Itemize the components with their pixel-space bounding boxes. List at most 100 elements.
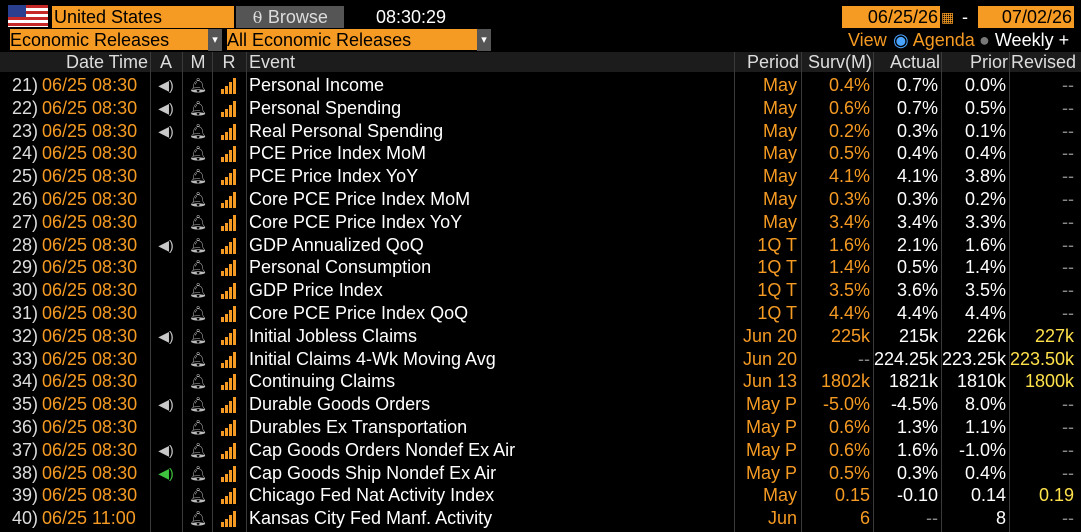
audio-icon[interactable]: ◀) [158, 99, 174, 116]
alert-bell[interactable]: 🔔︎ [189, 236, 207, 253]
prior-value: 8 [995, 508, 1006, 529]
period-value: May [762, 189, 797, 209]
alert-bell[interactable]: 🔔︎ [189, 282, 207, 299]
row-number: 36) [11, 417, 38, 437]
event-name[interactable]: GDP Price Index [249, 280, 383, 301]
actual-value: -- [926, 508, 938, 529]
subcategory-dropdown[interactable]: All Economic Releases ▾ [227, 29, 491, 51]
event-name[interactable]: Real Personal Spending [249, 120, 444, 141]
event-name[interactable]: Initial Claims 4-Wk Moving Avg [249, 348, 496, 369]
release-datetime: 06/25 08:30 [42, 462, 138, 483]
relevance-icon [220, 191, 242, 213]
row-number: 34) [11, 371, 38, 392]
release-datetime: 06/25 08:30 [42, 189, 138, 209]
alert-bell[interactable]: 🔔︎ [189, 441, 207, 458]
alert-bell[interactable]: 🔔︎ [189, 122, 207, 139]
alert-bell[interactable]: 🔔︎ [189, 77, 207, 93]
revised-value: -- [1062, 166, 1074, 187]
alert-bell[interactable]: 🔔︎ [189, 327, 207, 344]
prior-value: -1.0% [958, 439, 1006, 460]
alert-bell[interactable]: 🔔︎ [189, 373, 207, 390]
actual-value: 2.1% [896, 234, 938, 255]
country-field[interactable]: United States [52, 6, 234, 28]
event-name[interactable]: Core PCE Price Index YoY [249, 211, 463, 232]
audio-icon[interactable]: ◀) [158, 327, 174, 344]
revised-value: -- [1062, 280, 1074, 301]
alert-bell[interactable]: 🔔︎ [189, 213, 207, 230]
alert-bell[interactable]: 🔔︎ [189, 487, 207, 504]
start-date[interactable]: 06/25/26 [842, 6, 940, 28]
row-number: 24) [11, 143, 38, 164]
alert-bell[interactable]: 🔔︎ [189, 464, 207, 481]
end-date[interactable]: 07/02/26 [978, 6, 1074, 28]
event-name[interactable]: PCE Price Index MoM [249, 143, 427, 164]
audio-icon[interactable]: ◀) [158, 122, 174, 139]
event-name[interactable]: Kansas City Fed Manf. Activity [249, 508, 493, 529]
release-datetime: 06/25 08:30 [42, 371, 138, 392]
revised-value: -- [1062, 97, 1074, 118]
event-name[interactable]: Core PCE Price Index QoQ [249, 303, 469, 323]
period-value: May [762, 485, 797, 506]
period-value: May P [745, 417, 797, 437]
alert-bell[interactable]: 🔔︎ [189, 259, 207, 276]
alert-bell[interactable]: 🔔︎ [189, 99, 207, 116]
event-name[interactable]: Durable Goods Orders [249, 394, 431, 415]
browse-button[interactable]: ⍬ Browse [236, 6, 344, 28]
audio-icon[interactable]: ◀) [158, 464, 174, 481]
audio-icon[interactable]: ◀) [158, 396, 174, 413]
column-header: R [222, 52, 236, 72]
category-dropdown[interactable]: Economic Releases ▾ [10, 29, 222, 51]
release-datetime: 06/25 08:30 [42, 143, 138, 164]
event-name[interactable]: Personal Consumption [249, 257, 432, 278]
surv-value: 0.5% [828, 143, 870, 164]
row-number: 21) [11, 75, 38, 95]
alert-bell[interactable]: 🔔︎ [189, 305, 207, 321]
column-header-bar [0, 52, 1081, 72]
event-name[interactable]: Chicago Fed Nat Activity Index [249, 485, 495, 506]
row-number: 27) [11, 211, 38, 232]
column-separator [246, 52, 247, 532]
relevance-icon [220, 396, 242, 418]
alert-bell[interactable]: 🔔︎ [189, 145, 207, 162]
row-number: 32) [11, 325, 38, 346]
event-name[interactable]: PCE Price Index YoY [249, 166, 419, 187]
prior-value: 1810k [956, 371, 1006, 392]
row-number: 35) [11, 394, 38, 415]
alert-bell[interactable]: 🔔︎ [189, 168, 207, 185]
subcategory-label: All Economic Releases [227, 30, 412, 50]
audio-icon[interactable]: ◀) [158, 236, 174, 253]
revised-value: -- [1062, 189, 1074, 209]
row-number: 40) [11, 508, 38, 529]
prior-value: 0.2% [964, 189, 1006, 209]
event-name[interactable]: Core PCE Price Index MoM [249, 189, 471, 209]
calendar-icon[interactable]: ▦ [941, 9, 955, 25]
audio-icon[interactable]: ◀) [158, 441, 174, 458]
alert-bell[interactable]: 🔔︎ [189, 510, 207, 527]
relevance-icon [220, 328, 242, 350]
alert-bell[interactable]: 🔔︎ [189, 419, 207, 435]
alert-bell[interactable]: 🔔︎ [189, 191, 207, 207]
release-datetime: 06/25 08:30 [42, 325, 138, 346]
weekly-radio[interactable]: ● Weekly + [979, 30, 1070, 50]
event-name[interactable]: Durables Ex Transportation [249, 417, 468, 437]
release-datetime: 06/25 08:30 [42, 166, 138, 187]
event-name[interactable]: Continuing Claims [249, 371, 396, 392]
row-number: 23) [11, 120, 38, 141]
column-header: Prior [969, 52, 1008, 72]
event-name[interactable]: Cap Goods Orders Nondef Ex Air [249, 439, 516, 460]
event-name[interactable]: Initial Jobless Claims [249, 325, 418, 346]
event-name[interactable]: Personal Income [249, 75, 385, 95]
column-header: Date Time [65, 52, 148, 72]
event-name[interactable]: GDP Annualized QoQ [249, 234, 424, 255]
event-name[interactable]: Personal Spending [249, 97, 402, 118]
prior-value: 1.1% [964, 417, 1006, 437]
prior-value: 0.1% [964, 120, 1006, 141]
alert-bell[interactable]: 🔔︎ [189, 396, 207, 413]
period-value: May P [745, 439, 797, 460]
agenda-radio[interactable]: ◉ Agenda [893, 30, 975, 50]
actual-value: 1.6% [896, 439, 938, 460]
alert-bell[interactable]: 🔔︎ [189, 350, 207, 367]
column-header: A [159, 52, 172, 72]
event-name[interactable]: Cap Goods Ship Nondef Ex Air [249, 462, 497, 483]
audio-icon[interactable]: ◀) [158, 77, 174, 93]
